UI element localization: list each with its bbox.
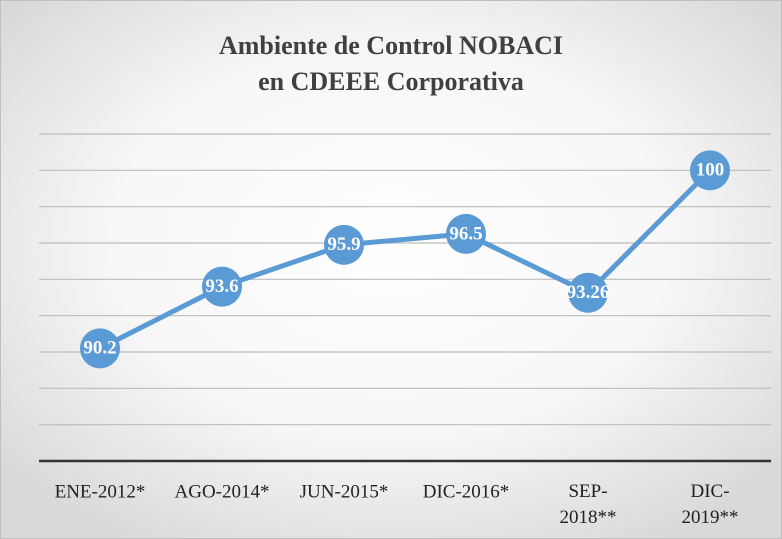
x-tick-label: SEP-2018**	[560, 481, 617, 528]
x-tick-label: DIC-2019**	[682, 481, 739, 528]
data-label: 95.9	[327, 234, 360, 255]
data-point	[324, 224, 364, 265]
data-point	[690, 150, 730, 191]
x-tick-label: ENE-2012*	[55, 481, 146, 502]
chart-title: Ambiente de Control NOBACI	[219, 31, 563, 60]
x-tick-label: DIC-2016*	[423, 481, 510, 502]
data-label: 93.6	[205, 276, 238, 297]
x-tick-label: AGO-2014*	[175, 481, 270, 502]
x-tick-label: JUN-2015*	[300, 481, 389, 502]
data-point	[446, 213, 486, 254]
data-label: 100	[696, 160, 725, 181]
chart-title: en CDEEE Corporativa	[258, 67, 524, 96]
data-label: 93.26	[567, 282, 610, 303]
data-point	[202, 266, 242, 307]
data-point	[568, 272, 608, 313]
data-line	[98, 168, 712, 351]
data-label: 90.2	[83, 338, 116, 359]
data-point	[80, 328, 120, 369]
data-label: 96.5	[449, 223, 482, 244]
